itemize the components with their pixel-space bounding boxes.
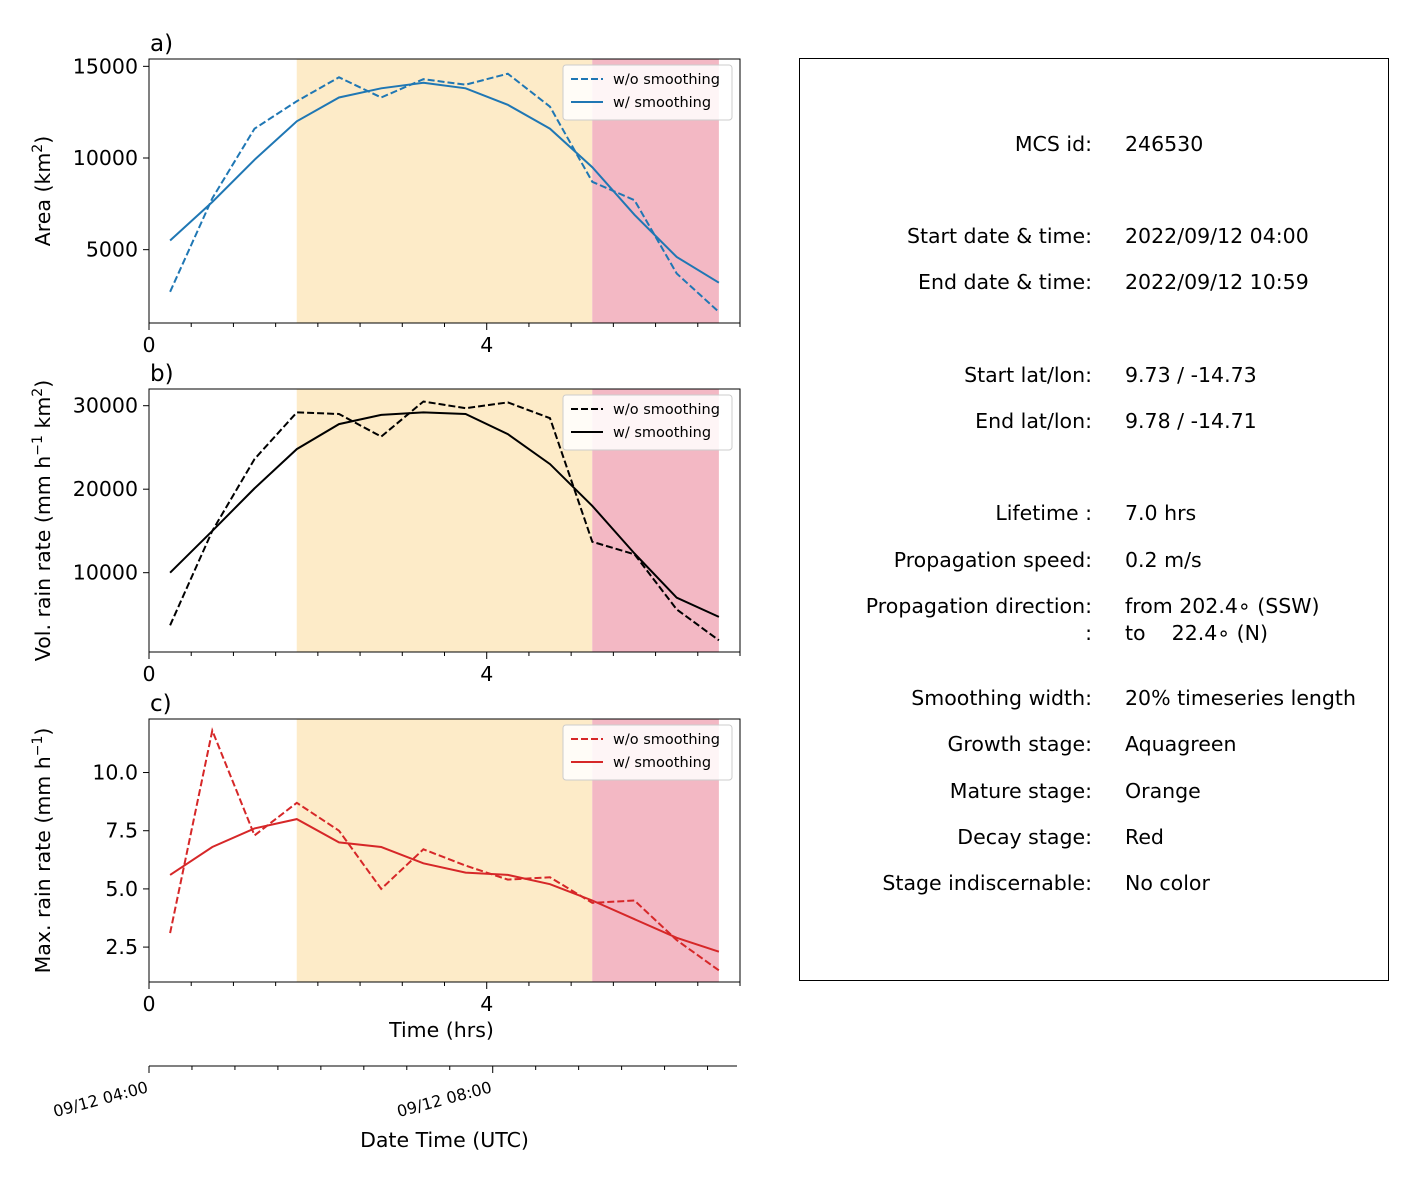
y-tick-label: 10000 <box>73 561 138 585</box>
stage-band-0 <box>296 389 593 652</box>
panel-label: c) <box>150 691 172 717</box>
info-value: 0.2 m/s <box>1125 548 1202 572</box>
panel-2: 10000 20000 30000 0 4 b) Vol. rain rate (mm h−… <box>30 361 741 686</box>
series-line-smoothed <box>169 81 720 284</box>
info-value: 2022/09/12 10:59 <box>1125 270 1309 294</box>
info-label: Mature stage: <box>949 779 1092 803</box>
stage-band-0 <box>296 719 593 982</box>
legend: w/o smoothing w/ smoothing <box>562 64 733 121</box>
info-value: 246530 <box>1125 132 1204 156</box>
legend-label: w/o smoothing <box>613 72 720 88</box>
panel-label: a) <box>150 31 173 57</box>
datetime-tick-label: 09/12 04:00 <box>51 1078 150 1122</box>
info-label: Stage indiscernable: <box>882 871 1092 895</box>
y-tick-label: 20000 <box>73 477 138 501</box>
x-tick-label: 0 <box>142 333 155 357</box>
y-axis-label: Vol. rain rate (mm h−1 km2) <box>30 380 55 661</box>
series-line-raw <box>169 727 720 972</box>
legend-label: w/o smoothing <box>613 732 720 748</box>
info-label: End date & time: <box>918 270 1092 294</box>
panel-label: b) <box>150 361 174 387</box>
legend-box <box>562 394 733 451</box>
y-axis-label: Max. rain rate (mm h−1) <box>30 728 55 974</box>
info-value: Orange <box>1125 779 1201 803</box>
legend-label: w/ smoothing <box>613 95 711 111</box>
y-axis-label: Area (km2) <box>30 136 55 246</box>
info-label: End lat/lon: <box>975 409 1092 433</box>
info-value: 7.0 hrs <box>1125 501 1197 525</box>
info-value: 9.73 / -14.73 <box>1125 363 1257 387</box>
info-value: 20% timeseries length <box>1125 686 1356 710</box>
info-label: Start lat/lon: <box>964 363 1092 387</box>
legend-box <box>562 64 733 121</box>
y-tick-label: 30000 <box>73 394 138 418</box>
info-value: No color <box>1125 871 1210 895</box>
info-label: MCS id: <box>1014 132 1092 156</box>
series-line-smoothed <box>169 411 720 618</box>
y-tick-label: 10.0 <box>92 761 138 785</box>
datetime-axis-label: Date Time (UTC) <box>360 1128 529 1152</box>
mcs-info-panel: MCS id: 246530 Start date & time: 2022/09/1… <box>799 58 1389 981</box>
x-tick-label: 4 <box>480 333 493 357</box>
stage-band-0 <box>296 59 593 323</box>
y-tick-label: 10000 <box>73 146 138 170</box>
info-label: : <box>1085 621 1092 645</box>
info-label: Growth stage: <box>947 732 1092 756</box>
legend-label: w/ smoothing <box>613 755 711 771</box>
series-line-raw <box>169 72 720 313</box>
y-tick-label: 2.5 <box>105 935 138 959</box>
info-label: Smoothing width: <box>911 686 1092 710</box>
x-tick-label: 0 <box>142 662 155 686</box>
y-tick-label: 5.0 <box>105 877 138 901</box>
x-axis-label: Time (hrs) <box>388 1018 494 1042</box>
y-tick-label: 7.5 <box>105 819 138 843</box>
x-tick-label: 4 <box>480 662 493 686</box>
info-value: Red <box>1125 825 1164 849</box>
datetime-tick-label: 09/12 08:00 <box>395 1078 494 1122</box>
info-value: 9.78 / -14.71 <box>1125 409 1257 433</box>
y-tick-label: 15000 <box>73 54 138 78</box>
info-value: to 22.4∘ (N) <box>1125 621 1268 645</box>
legend-label: w/ smoothing <box>613 425 711 441</box>
info-value: from 202.4∘ (SSW) <box>1125 594 1320 618</box>
info-value: Aquagreen <box>1125 732 1237 756</box>
series-line-raw <box>169 400 720 642</box>
x-tick-label: 4 <box>480 992 493 1016</box>
info-label: Propagation direction: <box>865 594 1092 618</box>
y-tick-label: 5000 <box>86 238 138 262</box>
legend: w/o smoothing w/ smoothing <box>562 394 733 451</box>
legend-label: w/o smoothing <box>613 402 720 418</box>
info-label: Propagation speed: <box>893 548 1092 572</box>
x-tick-label: 0 <box>142 992 155 1016</box>
info-label: Decay stage: <box>957 825 1092 849</box>
panel-3: 2.5 5.0 7.5 10.0 0 4 c) Max. rain rate (mm h−1)… <box>30 691 741 1042</box>
info-label: Start date & time: <box>906 224 1092 248</box>
legend: w/o smoothing w/ smoothing <box>562 724 733 781</box>
legend-box <box>562 724 733 781</box>
datetime-axis: 09/12 04:00 09/12 08:00 Date Time (UTC) <box>51 1065 737 1152</box>
info-value: 2022/09/12 04:00 <box>1125 224 1309 248</box>
info-label: Lifetime : <box>995 501 1092 525</box>
panel-1: 5000 10000 15000 0 4 a) Area (km2) w/o smoothin… <box>30 31 741 357</box>
series-line-smoothed <box>169 818 720 953</box>
